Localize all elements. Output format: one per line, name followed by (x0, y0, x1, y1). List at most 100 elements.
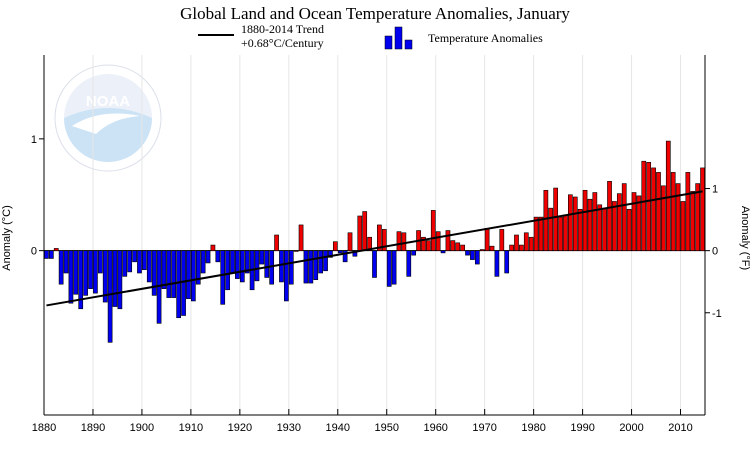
bar-1931 (293, 250, 299, 252)
bar-1881 (48, 250, 54, 259)
bar-2001 (636, 195, 642, 251)
bar-1928 (279, 250, 284, 283)
bar-1982 (543, 189, 549, 251)
bar-2010 (680, 201, 686, 251)
bar-1934 (308, 250, 314, 284)
right-tick-label: 1 (712, 184, 718, 196)
bar-1938 (328, 250, 333, 258)
x-tick-label: 1950 (374, 422, 398, 434)
bar-1937 (323, 250, 328, 272)
bar-1988 (572, 196, 578, 251)
right-tick-label: 0 (712, 246, 718, 258)
x-tick-label: 2000 (619, 422, 643, 434)
bar-1914 (210, 244, 216, 251)
bar-2013 (695, 183, 701, 251)
legend-trend-label-line1: 1880-2014 Trend (241, 22, 324, 36)
bar-1999 (626, 208, 632, 251)
bar-1975 (509, 244, 514, 251)
bar-1930 (288, 250, 294, 285)
bar-1961 (440, 250, 446, 254)
bar-1981 (538, 216, 544, 251)
bar-2005 (656, 172, 661, 251)
bar-1989 (577, 208, 583, 251)
bar-1924 (259, 250, 265, 265)
bar-1955 (411, 250, 417, 256)
bar-1997 (616, 193, 622, 251)
legend: 1880-2014 Trend +0.68°C/Century Temperat… (198, 22, 543, 50)
bar-1960 (435, 231, 441, 251)
bar-1940 (337, 250, 343, 254)
bar-1986 (563, 214, 568, 251)
bar-1949 (381, 229, 387, 251)
bar-1990 (582, 189, 588, 251)
x-tick-label: 1880 (32, 422, 56, 434)
bar-1932 (298, 224, 304, 251)
bar-1892 (102, 250, 108, 303)
bar-1962 (445, 230, 451, 251)
bar-1907 (176, 250, 181, 319)
bar-1987 (568, 194, 573, 251)
bar-1964 (455, 242, 461, 251)
left-tick-label: 0 (31, 246, 37, 258)
bar-1971 (489, 245, 495, 251)
bar-1895 (117, 250, 123, 310)
bar-1913 (205, 250, 211, 264)
bar-1921 (244, 250, 250, 274)
bar-1891 (97, 250, 103, 274)
bar-1933 (303, 250, 309, 284)
right-tick-label: -1 (712, 308, 722, 320)
bar-2007 (665, 140, 671, 251)
left-tick-label: 1 (31, 134, 37, 146)
x-tick-label: 1900 (130, 422, 154, 434)
bar-1920 (239, 250, 245, 283)
bar-1898 (132, 250, 137, 263)
bar-2014 (700, 167, 705, 251)
bar-1950 (386, 250, 392, 287)
bar-1994 (602, 207, 607, 251)
bar-1918 (230, 250, 235, 274)
legend-trend-label-line2: +0.68°C/Century (241, 36, 324, 50)
noaa-center-text: NOAA (86, 93, 130, 110)
bar-1904 (161, 250, 167, 289)
bar-1968 (474, 250, 480, 265)
bar-2006 (661, 185, 666, 251)
chart-title: Global Land and Ocean Temperature Anomal… (180, 4, 570, 23)
bar-1983 (548, 207, 554, 251)
x-tick-label: 1890 (81, 422, 105, 434)
bar-1947 (372, 250, 377, 278)
bar-1917 (225, 250, 230, 291)
bar-1929 (284, 250, 289, 302)
bar-1952 (396, 231, 402, 251)
bar-1882 (53, 248, 59, 251)
legend-bar-swatch (384, 26, 413, 50)
bar-1974 (504, 250, 510, 274)
x-tick-label: 1920 (228, 422, 252, 434)
bar-1953 (401, 232, 407, 251)
bar-1880 (44, 250, 49, 259)
bar-1906 (171, 250, 177, 298)
bar-1902 (151, 250, 157, 296)
bar-1973 (499, 229, 505, 251)
bar-1925 (264, 250, 270, 278)
x-tick-label: 1940 (326, 422, 350, 434)
bar-1939 (332, 241, 338, 251)
bar-1886 (73, 250, 79, 295)
bar-1885 (68, 250, 74, 304)
bar-1905 (166, 250, 172, 298)
bar-1887 (78, 250, 84, 310)
bar-1972 (494, 250, 500, 277)
bar-1969 (479, 249, 485, 251)
bar-1927 (274, 234, 279, 251)
bar-1985 (558, 216, 563, 251)
bar-1900 (142, 250, 147, 270)
bar-1995 (607, 181, 612, 251)
bar-1998 (621, 183, 627, 251)
bar-1976 (514, 234, 519, 251)
bar-1959 (430, 210, 436, 251)
x-tick-label: 1930 (277, 422, 301, 434)
bar-1888 (83, 250, 88, 296)
bar-1967 (470, 250, 475, 260)
bar-1893 (107, 250, 113, 343)
bar-2002 (641, 160, 647, 251)
bar-2003 (646, 162, 652, 251)
